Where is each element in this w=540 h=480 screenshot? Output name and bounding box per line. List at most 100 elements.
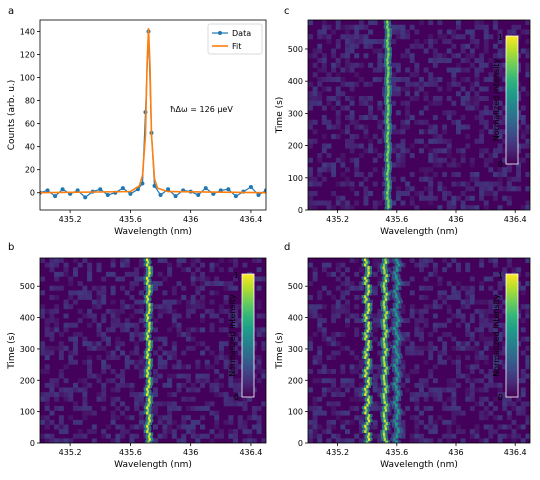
- axes-frame: [39, 19, 267, 211]
- y-axis-label: Counts (arb. u.): [7, 80, 17, 151]
- data-point: [152, 183, 157, 188]
- axes-frame: [307, 19, 531, 211]
- y-tick-label: 140: [20, 28, 35, 37]
- series-data-line: [40, 31, 266, 199]
- heatmap-area: [308, 20, 530, 210]
- legend-data-marker: [218, 31, 222, 35]
- y-tick-label: 40: [25, 143, 35, 152]
- data-point: [83, 195, 88, 200]
- colorbar-label: Normalized intensity: [228, 294, 237, 377]
- data-point: [203, 186, 208, 191]
- y-tick-label: 0: [298, 439, 303, 448]
- data-point: [105, 193, 110, 198]
- data-point: [233, 194, 238, 199]
- panel-a: a 435.2 435.6 436 436.4 0 20 40 60 80 100 120 140 Wav…: [7, 6, 267, 237]
- colorbar-tick-min: 0: [234, 393, 239, 402]
- data-point: [196, 193, 201, 198]
- x-axis-label: Wavelength (nm): [114, 460, 192, 470]
- y-tick-label: 80: [25, 97, 35, 106]
- panel-letter: b: [8, 242, 14, 253]
- emission-line-1: [361, 258, 373, 443]
- y-axis-label: Time (s): [7, 332, 17, 370]
- colorbar-tick-max: 1: [498, 271, 503, 280]
- colorbar-tick-min: 0: [498, 160, 503, 169]
- y-tick-label: 300: [288, 109, 303, 118]
- x-tick-label: 436: [448, 215, 463, 224]
- emission-line-1: [383, 20, 393, 210]
- colorbar-tick-max: 1: [498, 33, 503, 42]
- y-tick-label: 400: [288, 314, 303, 323]
- x-tick-label: 435.6: [119, 448, 142, 457]
- emission-line-2: [380, 258, 391, 443]
- panel-letter: a: [8, 6, 14, 17]
- y-tick-label: 60: [25, 120, 35, 129]
- colorbar: [241, 273, 255, 398]
- axes-frame: [307, 257, 531, 444]
- x-axis-label: Wavelength (nm): [380, 227, 458, 237]
- series-fit-line: [40, 28, 266, 194]
- y-tick-label: 200: [288, 376, 303, 385]
- data-point: [226, 187, 231, 192]
- data-point: [158, 193, 163, 198]
- x-tick-label: 436.4: [504, 448, 527, 457]
- x-tick-label: 436.4: [239, 448, 262, 457]
- x-tick-label: 435.6: [385, 215, 408, 224]
- colorbar-tick-max: 1: [234, 271, 239, 280]
- y-tick-label: 0: [30, 439, 35, 448]
- data-point: [128, 191, 133, 196]
- y-tick-label: 0: [298, 206, 303, 215]
- y-tick-label: 100: [20, 408, 35, 417]
- legend-data-label: Data: [232, 29, 251, 38]
- axes-frame: [39, 257, 267, 444]
- x-tick-label: 435.6: [385, 448, 408, 457]
- x-tick-label: 436: [448, 448, 463, 457]
- y-tick-label: 400: [20, 314, 35, 323]
- x-tick-label: 436: [183, 215, 198, 224]
- y-tick-label: 200: [20, 376, 35, 385]
- emission-line-1: [143, 258, 154, 443]
- data-point: [173, 194, 178, 199]
- colorbar-label: Normalized intensity: [492, 58, 501, 141]
- y-tick-label: 100: [20, 74, 35, 83]
- plot-area: [40, 28, 266, 200]
- y-axis-label: Time (s): [275, 97, 285, 135]
- data-point: [264, 188, 266, 193]
- x-axis-label: Wavelength (nm): [114, 227, 192, 237]
- data-point: [53, 194, 58, 199]
- heatmap-area: [308, 258, 530, 443]
- x-axis-label: Wavelength (nm): [380, 460, 458, 470]
- data-point: [60, 187, 65, 192]
- legend: Data Fit: [207, 23, 263, 55]
- colorbar: [505, 273, 519, 398]
- x-tick-label: 436: [183, 448, 198, 457]
- x-tick-label: 435.6: [119, 215, 142, 224]
- x-tick-label: 435.2: [326, 215, 349, 224]
- y-tick-label: 500: [288, 282, 303, 291]
- colorbar-label: Normalized intensity: [492, 294, 501, 377]
- data-point: [140, 181, 145, 186]
- y-axis-label: Time (s): [275, 332, 285, 370]
- x-tick-label: 436.4: [504, 215, 527, 224]
- y-tick-label: 20: [25, 166, 35, 175]
- data-point: [256, 193, 261, 198]
- panel-letter: d: [284, 242, 290, 253]
- x-tick-label: 435.2: [326, 448, 349, 457]
- colorbar-tick-min: 0: [498, 393, 503, 402]
- data-point: [75, 188, 80, 193]
- y-tick-label: 400: [288, 77, 303, 86]
- emission-line-3: [390, 258, 404, 443]
- y-tick-label: 500: [288, 45, 303, 54]
- panel-d: d 435.2 435.6 436 436.4 0 100 200 300 400 500 Wavel…: [275, 242, 531, 470]
- y-tick-label: 300: [20, 345, 35, 354]
- y-tick-label: 200: [288, 142, 303, 151]
- data-point: [248, 184, 253, 189]
- x-tick-label: 435.2: [59, 215, 82, 224]
- y-tick-label: 0: [30, 189, 35, 198]
- annotation-linewidth: ħΔω = 126 μeV: [170, 105, 233, 114]
- data-point: [45, 188, 50, 193]
- x-tick-label: 435.2: [59, 448, 82, 457]
- colorbar: [505, 35, 519, 165]
- data-point: [120, 186, 125, 191]
- x-tick-label: 436.4: [239, 215, 262, 224]
